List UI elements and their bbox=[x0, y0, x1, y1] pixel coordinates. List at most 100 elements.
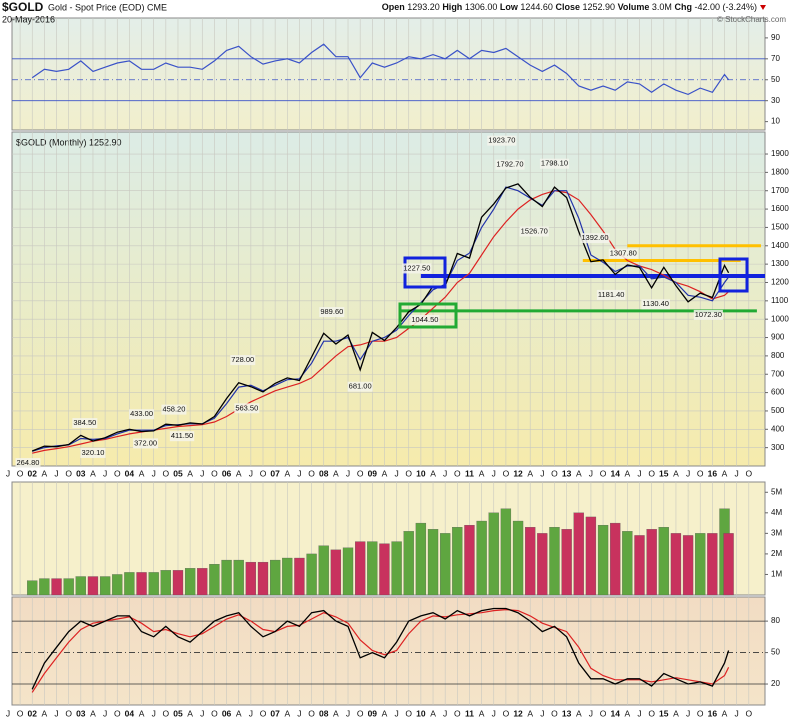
symbol: $GOLD bbox=[2, 0, 44, 14]
volume-bar bbox=[379, 543, 390, 596]
quote-value: 1306.00 bbox=[465, 2, 498, 12]
annotation-label: 1181.40 bbox=[598, 290, 625, 299]
annotation-bg bbox=[80, 447, 106, 458]
volume-bar bbox=[512, 520, 524, 596]
annotation-label: 1923.70 bbox=[488, 136, 515, 145]
annotation-label: 728.00 bbox=[231, 355, 254, 364]
x-tick-label: J bbox=[589, 468, 593, 478]
x-tick-label: A bbox=[187, 708, 193, 718]
x-tick-label: 15 bbox=[659, 708, 669, 718]
volume-bar bbox=[500, 508, 512, 596]
x-tick-label: 11 bbox=[465, 468, 474, 478]
volume-bar bbox=[124, 572, 135, 596]
y-tick-label: 50 bbox=[771, 75, 780, 84]
y-tick-label: 800 bbox=[771, 351, 785, 360]
x-tick-label: J bbox=[200, 468, 204, 478]
annotation-label: 563.50 bbox=[235, 403, 258, 412]
y-tick-label: 90 bbox=[771, 33, 780, 42]
annotation-label: 1227.50 bbox=[403, 263, 430, 272]
volume-bar bbox=[209, 564, 220, 596]
y-tick-label: 10 bbox=[771, 117, 780, 126]
x-tick-label: 14 bbox=[610, 708, 620, 718]
volume-bar bbox=[257, 561, 269, 596]
volume-bar bbox=[27, 580, 38, 596]
volume-bar bbox=[476, 520, 487, 596]
x-tick-label: A bbox=[333, 468, 339, 478]
y-tick-label: 1100 bbox=[771, 296, 789, 305]
x-tick-label: O bbox=[357, 468, 364, 478]
x-tick-label: O bbox=[308, 708, 315, 718]
x-tick-label: 07 bbox=[270, 468, 280, 478]
volume-bar bbox=[197, 568, 208, 596]
y-tick-label: 1600 bbox=[771, 204, 789, 213]
x-tick-label: 08 bbox=[319, 468, 329, 478]
x-tick-label: J bbox=[492, 708, 496, 718]
x-tick-label: 06 bbox=[222, 468, 232, 478]
volume-bar bbox=[172, 570, 184, 596]
x-tick-label: A bbox=[430, 468, 436, 478]
volume-bar bbox=[525, 527, 536, 596]
x-tick-label: O bbox=[163, 468, 170, 478]
quote-label: Low bbox=[500, 2, 519, 12]
volume-bar bbox=[39, 578, 50, 596]
x-tick-label: J bbox=[735, 708, 739, 718]
annotation-label: 264.80 bbox=[17, 458, 40, 467]
volume-bar bbox=[294, 557, 305, 596]
instrument-name: Gold - Spot Price (EOD) CME bbox=[48, 2, 167, 12]
annotation-bg bbox=[234, 403, 260, 414]
x-tick-label: J bbox=[54, 708, 58, 718]
x-tick-label: O bbox=[65, 708, 72, 718]
x-tick-label: A bbox=[527, 708, 533, 718]
x-tick-label: J bbox=[346, 708, 350, 718]
x-tick-label: 16 bbox=[708, 708, 718, 718]
annotation-bg bbox=[347, 381, 373, 392]
y-tick-label: 4M bbox=[771, 508, 782, 517]
x-tick-label: J bbox=[540, 708, 544, 718]
x-tick-label: O bbox=[503, 468, 510, 478]
x-tick-label: 05 bbox=[173, 468, 183, 478]
x-tick-label: J bbox=[249, 468, 253, 478]
y-tick-label: 1500 bbox=[771, 223, 789, 232]
y-tick-label: 1700 bbox=[771, 186, 789, 195]
series-line bbox=[31, 183, 730, 452]
y-tick-label: 1300 bbox=[771, 259, 789, 268]
quote-label: Chg bbox=[674, 2, 692, 12]
x-tick-label: A bbox=[673, 468, 679, 478]
x-tick-label: A bbox=[284, 708, 290, 718]
volume-bar bbox=[63, 578, 74, 596]
annotation-label: 1792.70 bbox=[496, 160, 523, 169]
y-tick-label: 400 bbox=[771, 424, 785, 433]
x-tick-label: 07 bbox=[270, 708, 280, 718]
volume-bar bbox=[391, 541, 402, 596]
x-tick-label: A bbox=[90, 708, 96, 718]
x-tick-label: A bbox=[479, 708, 485, 718]
x-tick-label: 11 bbox=[465, 708, 474, 718]
x-tick-label: 04 bbox=[125, 468, 135, 478]
x-tick-label: 08 bbox=[319, 708, 329, 718]
x-tick-label: O bbox=[260, 708, 267, 718]
x-tick-label: J bbox=[103, 468, 107, 478]
volume-bar bbox=[610, 522, 621, 596]
annotation-bg bbox=[402, 263, 432, 274]
annotation-label: 458.20 bbox=[162, 405, 185, 414]
x-tick-label: O bbox=[163, 708, 170, 718]
x-tick-label: A bbox=[527, 468, 533, 478]
volume-bar bbox=[573, 512, 584, 596]
annotation-bg bbox=[539, 158, 570, 169]
x-tick-label: 15 bbox=[659, 468, 669, 478]
x-tick-label: J bbox=[735, 468, 739, 478]
x-tick-label: 03 bbox=[76, 468, 86, 478]
volume-bar bbox=[245, 561, 257, 596]
box bbox=[398, 302, 458, 329]
quote-value: 1252.90 bbox=[583, 2, 616, 12]
x-tick-label: O bbox=[17, 708, 24, 718]
volume-bar bbox=[330, 549, 342, 596]
highlight-boxes bbox=[398, 256, 749, 329]
annotation-label: 433.00 bbox=[130, 409, 153, 418]
volume-bar bbox=[184, 568, 196, 596]
x-tick-label: A bbox=[576, 708, 582, 718]
x-tick-label: O bbox=[600, 468, 607, 478]
quote-label: Open bbox=[382, 2, 405, 12]
volume-bar bbox=[427, 529, 439, 596]
